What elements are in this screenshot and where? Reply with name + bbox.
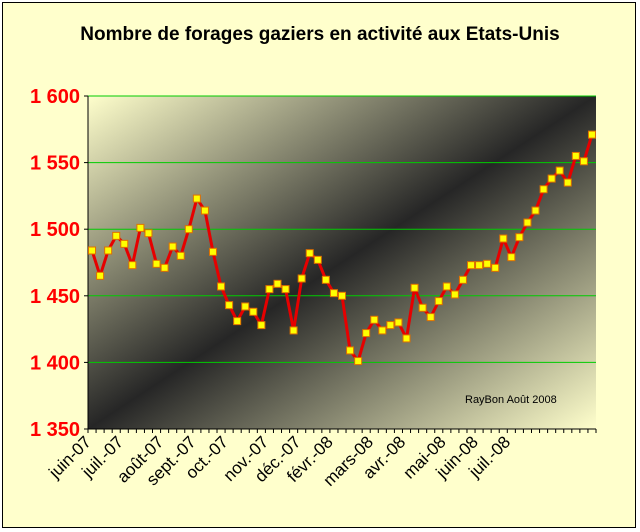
data-point	[128, 261, 137, 270]
data-point	[362, 329, 371, 338]
data-point	[281, 285, 290, 294]
data-point	[176, 251, 185, 260]
data-point	[394, 318, 403, 327]
data-point	[249, 307, 258, 316]
chart-annotation: RayBon Août 2008	[465, 394, 557, 406]
data-point	[225, 301, 234, 310]
data-point	[507, 253, 516, 262]
y-tick-label: 1 450	[30, 286, 80, 308]
data-point	[354, 357, 363, 366]
data-point	[88, 246, 97, 255]
data-point	[523, 218, 532, 227]
data-point	[200, 206, 209, 215]
plot-background	[88, 96, 596, 429]
data-point	[273, 279, 282, 288]
data-point	[458, 275, 467, 284]
data-point	[426, 313, 435, 322]
data-point	[386, 321, 395, 330]
y-tick-label: 1 400	[30, 352, 80, 374]
data-point	[539, 185, 548, 194]
data-point	[305, 249, 314, 258]
data-point	[329, 289, 338, 298]
y-tick-label: 1 350	[30, 419, 80, 441]
data-point	[265, 285, 274, 294]
data-point	[104, 246, 113, 255]
data-point	[571, 151, 580, 160]
data-point	[321, 275, 330, 284]
data-point	[257, 321, 266, 330]
data-point	[547, 174, 556, 183]
data-point	[217, 282, 226, 291]
data-point	[402, 334, 411, 343]
data-point	[442, 282, 451, 291]
data-point	[289, 326, 298, 335]
data-point	[338, 291, 346, 300]
data-point	[120, 239, 129, 248]
data-point	[160, 263, 169, 272]
data-point	[515, 233, 524, 242]
data-point	[144, 229, 153, 238]
data-point	[346, 346, 355, 355]
data-point	[192, 194, 201, 203]
data-point	[418, 303, 427, 312]
data-point	[241, 302, 250, 311]
data-point	[563, 178, 572, 187]
data-point	[475, 261, 484, 270]
y-tick-label: 1 550	[30, 153, 80, 175]
data-point	[378, 326, 387, 335]
data-point	[184, 225, 193, 234]
data-point	[208, 247, 217, 256]
data-point	[483, 259, 492, 268]
data-point	[96, 271, 105, 280]
data-point	[579, 157, 588, 166]
data-point	[467, 261, 476, 270]
data-point	[555, 166, 564, 175]
data-point	[112, 231, 121, 240]
data-point	[168, 242, 177, 251]
y-tick-label: 1 600	[30, 86, 80, 108]
data-point	[233, 317, 242, 326]
data-point	[531, 206, 540, 215]
y-tick-label: 1 500	[30, 219, 80, 241]
data-point	[136, 223, 145, 232]
data-point	[313, 255, 322, 264]
data-point	[434, 297, 443, 306]
data-point	[587, 130, 596, 139]
chart-title: Nombre de forages gaziers en activité au…	[80, 24, 560, 45]
data-point	[491, 263, 500, 272]
data-point	[499, 234, 508, 243]
data-point	[297, 274, 306, 283]
data-point	[370, 315, 379, 324]
data-point	[152, 259, 161, 268]
data-point	[410, 283, 419, 292]
data-point	[450, 290, 459, 299]
